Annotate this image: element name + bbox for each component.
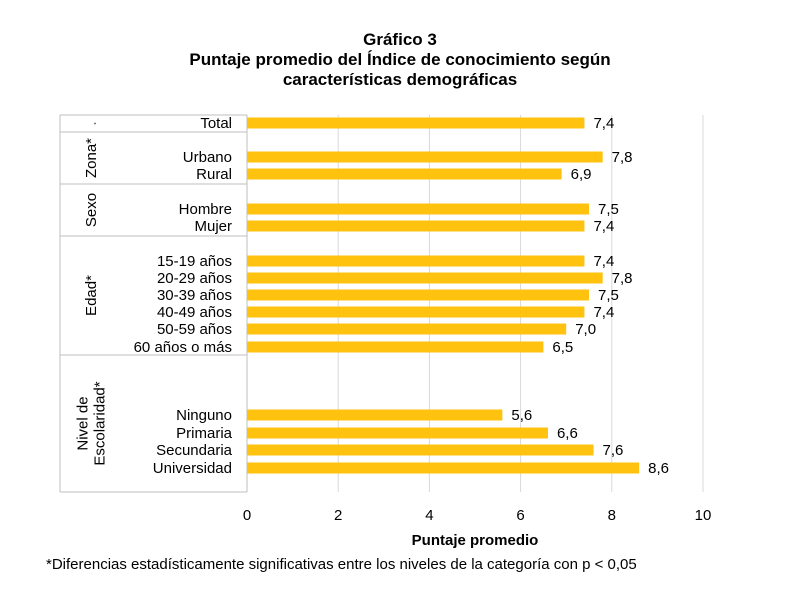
data-label: 7,0 — [575, 321, 596, 338]
x-tick-label: 0 — [243, 507, 251, 524]
data-label: 7,5 — [598, 201, 619, 218]
category-label: Hombre — [179, 201, 232, 218]
category-label: 20-29 años — [157, 270, 232, 287]
data-label: 7,8 — [612, 149, 633, 166]
bar — [247, 323, 567, 335]
data-label: 7,6 — [603, 442, 624, 459]
group-marker-dot — [94, 122, 96, 125]
group-label: Edad* — [83, 275, 100, 316]
category-label: Primaria — [176, 425, 232, 442]
data-label: 8,6 — [648, 460, 669, 477]
bar — [247, 151, 603, 163]
category-label: 50-59 años — [157, 321, 232, 338]
category-label: 40-49 años — [157, 304, 232, 321]
chart-title-line-1: Gráfico 3 — [363, 30, 437, 49]
data-label: 6,5 — [552, 339, 573, 356]
footnote: *Diferencias estadísticamente significat… — [46, 556, 637, 573]
bar — [247, 462, 640, 474]
group-label: Zona* — [83, 138, 100, 178]
category-label: 15-19 años — [157, 253, 232, 270]
bar — [247, 341, 544, 353]
group-label: Nivel de — [74, 396, 91, 450]
chart-title-line-2: Puntaje promedio del Índice de conocimie… — [189, 50, 611, 69]
chart-title: Gráfico 3 Puntaje promedio del Índice de… — [0, 30, 800, 90]
group-label: Escolaridad* — [91, 381, 108, 465]
bar — [247, 444, 594, 456]
data-label: 7,4 — [593, 115, 614, 132]
group-label: Sexo — [83, 193, 100, 227]
bar — [247, 272, 603, 284]
bar — [247, 427, 548, 439]
data-label: 6,6 — [557, 425, 578, 442]
data-label: 7,4 — [593, 218, 614, 235]
bar — [247, 306, 585, 318]
bar — [247, 168, 562, 180]
bar — [247, 409, 503, 421]
data-label: 7,8 — [612, 270, 633, 287]
category-label: Urbano — [183, 149, 232, 166]
x-tick-label: 4 — [425, 507, 433, 524]
category-label: 60 años o más — [134, 339, 232, 356]
x-tick-label: 6 — [516, 507, 524, 524]
bar — [247, 289, 589, 301]
x-tick-label: 8 — [608, 507, 616, 524]
data-label: 5,6 — [511, 407, 532, 424]
bar — [247, 220, 585, 232]
bar — [247, 117, 585, 129]
data-label: 6,9 — [571, 166, 592, 183]
bar — [247, 203, 589, 215]
x-tick-label: 10 — [695, 507, 712, 524]
category-label: Rural — [196, 166, 232, 183]
category-label: 30-39 años — [157, 287, 232, 304]
x-axis-title: Puntaje promedio — [412, 532, 539, 549]
category-label: Ninguno — [176, 407, 232, 424]
chart-title-line-3: características demográficas — [282, 70, 518, 89]
category-label: Universidad — [153, 460, 232, 477]
data-label: 7,5 — [598, 287, 619, 304]
data-label: 7,4 — [593, 253, 614, 270]
category-label: Secundaria — [156, 442, 233, 459]
bar — [247, 255, 585, 267]
x-tick-label: 2 — [334, 507, 342, 524]
category-label: Total — [200, 115, 232, 132]
data-label: 7,4 — [593, 304, 614, 321]
category-label: Mujer — [194, 218, 232, 235]
